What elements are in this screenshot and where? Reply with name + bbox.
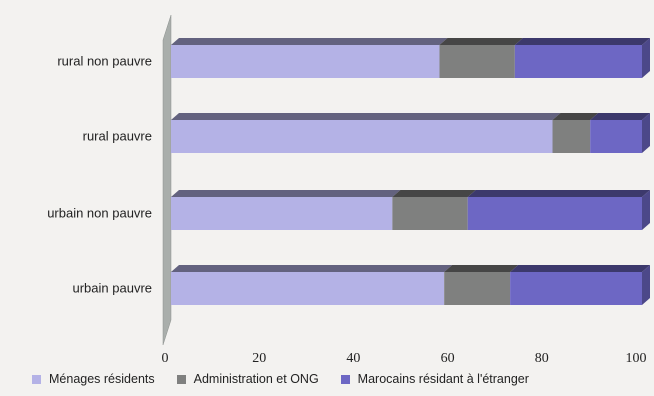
bar-segment	[171, 190, 401, 230]
x-tick-label: 40	[346, 351, 360, 366]
bar-segment	[514, 38, 650, 78]
legend-swatch	[32, 374, 41, 384]
axis-back-wall	[162, 14, 172, 346]
bar-segment	[439, 38, 523, 78]
bar-segment	[171, 265, 453, 305]
x-tick-label: 80	[535, 351, 549, 366]
bar-segment	[590, 113, 650, 153]
legend-item: Marocains résidant à l'étranger	[340, 372, 529, 386]
category-labels: rural non pauvre rural pauvre urbain non p…	[47, 54, 152, 296]
category-label: urbain pauvre	[73, 281, 153, 296]
x-tick-label: 100	[626, 351, 647, 366]
bar-segment	[510, 265, 650, 305]
x-tick-label: 60	[441, 351, 455, 366]
legend-label: Ménages résidents	[49, 372, 155, 386]
category-label: rural non pauvre	[57, 54, 152, 69]
bars-group	[171, 38, 650, 305]
category-label: urbain non pauvre	[47, 206, 152, 221]
legend-swatch	[340, 374, 350, 384]
legend-label: Administration et ONG	[193, 372, 319, 386]
x-tick-label: 0	[162, 351, 169, 366]
bar-segment	[552, 113, 599, 153]
category-label: rural pauvre	[83, 129, 152, 144]
x-tick-labels: 0 20 40 60 80 100	[162, 351, 647, 366]
bar-segment	[467, 190, 650, 230]
legend: Ménages résidents Administration et ONG Ma…	[32, 372, 529, 386]
legend-label: Marocains résidant à l'étranger	[357, 372, 529, 386]
legend-swatch	[176, 374, 186, 384]
bar-segment	[171, 113, 561, 153]
x-tick-label: 20	[252, 351, 266, 366]
legend-item: Ménages résidents	[32, 372, 155, 386]
bar-segment	[444, 265, 519, 305]
legend-item: Administration et ONG	[176, 372, 319, 386]
bar-segment	[392, 190, 476, 230]
bar-segment	[171, 38, 448, 78]
